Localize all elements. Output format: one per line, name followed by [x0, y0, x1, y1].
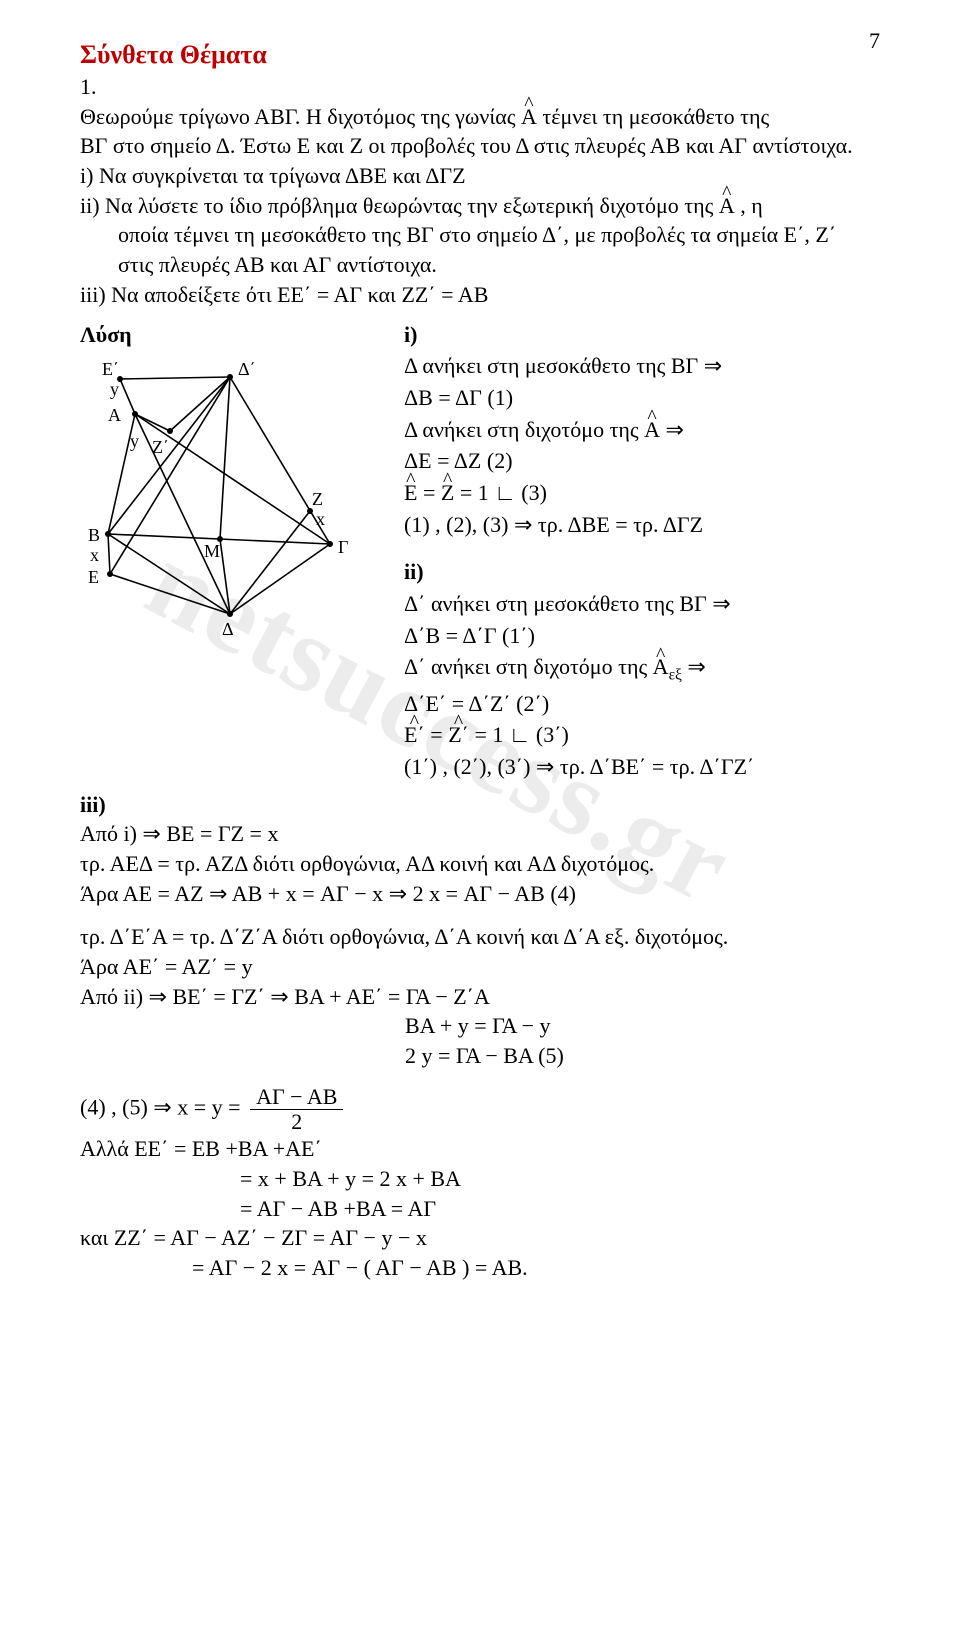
solution-right-column: i) Δ ανήκει στη μεσοκάθετο της ΒΓ ⇒ ΔΒ =…: [404, 320, 880, 784]
lbl-Z-prime: Ζ΄: [152, 437, 169, 457]
lbl-G: Γ: [338, 537, 348, 557]
text: , η: [740, 193, 763, 218]
sol-i-l4: ΔΕ = ΔΖ (2): [404, 446, 880, 476]
lbl-E: Ε: [88, 567, 99, 587]
fraction-num: ΑΓ − ΑΒ: [250, 1085, 343, 1110]
item-ii-line3: στις πλευρές ΑΒ και ΑΓ αντίστοιχα.: [80, 250, 880, 280]
problem-number: 1.: [80, 72, 880, 102]
sol-i-l5: Ε = Ζ = 1 ∟ (3): [404, 478, 880, 508]
lbl-x2: x: [316, 509, 325, 529]
page: netsuccess.gr 7 Σύνθετα Θέματα 1. Θεωρού…: [0, 0, 960, 1645]
item-ii-line1: ii) Να λύσετε το ίδιο πρόβλημα θεωρώντας…: [80, 191, 880, 221]
lbl-A: Α: [108, 405, 121, 425]
iii-l8: 2 y = ΓΑ − ΒΑ (5): [80, 1041, 880, 1071]
lbl-E-prime: Ε΄: [102, 359, 119, 379]
sol-ii-l3: Δ΄ ανήκει στη διχοτόμο της Αεξ ⇒: [404, 652, 880, 686]
sol-i-l6: (1) , (2), (3) ⇒ τρ. ΔΒΕ = τρ. ΔΓΖ: [404, 510, 880, 540]
item-ii-line2: οποία τέμνει τη μεσοκάθετο της ΒΓ στο ση…: [80, 220, 880, 250]
sol-ii-l1: Δ΄ ανήκει στη μεσοκάθετο της ΒΓ ⇒: [404, 589, 880, 619]
angle-A-hat: Α: [521, 102, 537, 132]
item-i: i) Να συγκρίνεται τα τρίγωνα ΔΒΕ και ΔΓΖ: [80, 161, 880, 191]
lbl-y2: y: [130, 431, 139, 451]
page-number: 7: [869, 28, 880, 54]
iii-l3: Άρα ΑΕ = ΑΖ ⇒ ΑΒ + x = ΑΓ − x ⇒ 2 x = ΑΓ…: [80, 879, 880, 909]
iii-l12: = ΑΓ − ΑΒ +ΒΑ = ΑΓ: [80, 1194, 880, 1224]
sol-i-l1: Δ ανήκει στη μεσοκάθετο της ΒΓ ⇒: [404, 351, 880, 381]
iii-l13: και ΖΖ΄ = ΑΓ − ΑΖ΄ − ΖΓ = ΑΓ − y − x: [80, 1223, 880, 1253]
iii-l6: Από ii) ⇒ ΒΕ΄ = ΓΖ΄ ⇒ ΒΑ + ΑΕ΄ = ΓΑ − Ζ΄…: [80, 982, 880, 1012]
sol-ii-l2: Δ΄Β = Δ΄Γ (1΄): [404, 621, 880, 651]
sol-ii-head: ii): [404, 557, 880, 587]
iii-l9: (4) , (5) ⇒ x = y = ΑΓ − ΑΒ 2: [80, 1085, 880, 1134]
iii-label: iii): [80, 790, 880, 820]
lbl-D: Δ: [222, 619, 234, 639]
lbl-D-prime: Δ΄: [238, 359, 256, 379]
sol-i-l2: ΔΒ = ΔΓ (1): [404, 383, 880, 413]
item-iii: iii) Να αποδείξετε ότι ΕΕ΄ = ΑΓ και ΖΖ΄ …: [80, 280, 880, 310]
text: (4) , (5) ⇒ x = y =: [80, 1095, 246, 1120]
section-heading: Σύνθετα Θέματα: [80, 40, 880, 70]
fraction-den: 2: [250, 1110, 343, 1134]
sol-ii-l6: (1΄) , (2΄), (3΄) ⇒ τρ. Δ΄ΒΕ΄ = τρ. Δ΄ΓΖ…: [404, 752, 880, 782]
iii-l5: Άρα ΑΕ΄ = ΑΖ΄ = y: [80, 952, 880, 982]
iii-l11: = x + ΒΑ + y = 2 x + ΒΑ: [80, 1164, 880, 1194]
text: Θεωρούμε τρίγωνο ΑΒΓ. Η διχοτόμος της γω…: [80, 104, 521, 129]
lbl-y1: y: [110, 379, 119, 399]
lbl-x1: x: [90, 545, 99, 565]
sol-ii-l4: Δ΄Ε΄ = Δ΄Ζ΄ (2΄): [404, 689, 880, 719]
sol-ii-l5: Ε΄ = Ζ΄ = 1 ∟ (3΄): [404, 720, 880, 750]
lbl-M: Μ: [204, 541, 220, 561]
iii-l4: τρ. Δ΄Ε΄Α = τρ. Δ΄Ζ΄Α διότι ορθογώνια, Δ…: [80, 922, 880, 952]
problem-statement-line1: Θεωρούμε τρίγωνο ΑΒΓ. Η διχοτόμος της γω…: [80, 102, 880, 132]
sol-i-l3: Δ ανήκει στη διχοτόμο της Α ⇒: [404, 415, 880, 445]
sol-i-head: i): [404, 320, 880, 350]
fraction: ΑΓ − ΑΒ 2: [250, 1085, 343, 1134]
geometry-diagram: Ε΄ Δ΄ y Α y Ζ΄ Β x Ε Μ Δ Ζ x Γ: [80, 349, 370, 649]
iii-l2: τρ. ΑΕΔ = τρ. ΑΖΔ διότι ορθογώνια, ΑΔ κο…: [80, 849, 880, 879]
iii-l14: = ΑΓ − 2 x = ΑΓ − ( ΑΓ − ΑΒ ) = ΑΒ.: [80, 1253, 880, 1283]
iii-l7: ΒΑ + y = ΓΑ − y: [80, 1011, 880, 1041]
problem-statement-line2: ΒΓ στο σημείο Δ. Έστω Ε και Ζ οι προβολέ…: [80, 131, 880, 161]
iii-l10: Αλλά ΕΕ΄ = ΕΒ +ΒΑ +ΑΕ΄: [80, 1134, 880, 1164]
text: ii) Να λύσετε το ίδιο πρόβλημα θεωρώντας…: [80, 193, 719, 218]
lbl-B: Β: [88, 525, 100, 545]
iii-l1: Από i) ⇒ ΒΕ = ΓΖ = x: [80, 819, 880, 849]
angle-A-hat: Α: [719, 191, 735, 221]
solution-label: Λύση: [80, 320, 380, 350]
text: τέμνει τη μεσοκάθετο της: [542, 104, 769, 129]
lbl-Z: Ζ: [312, 489, 323, 509]
